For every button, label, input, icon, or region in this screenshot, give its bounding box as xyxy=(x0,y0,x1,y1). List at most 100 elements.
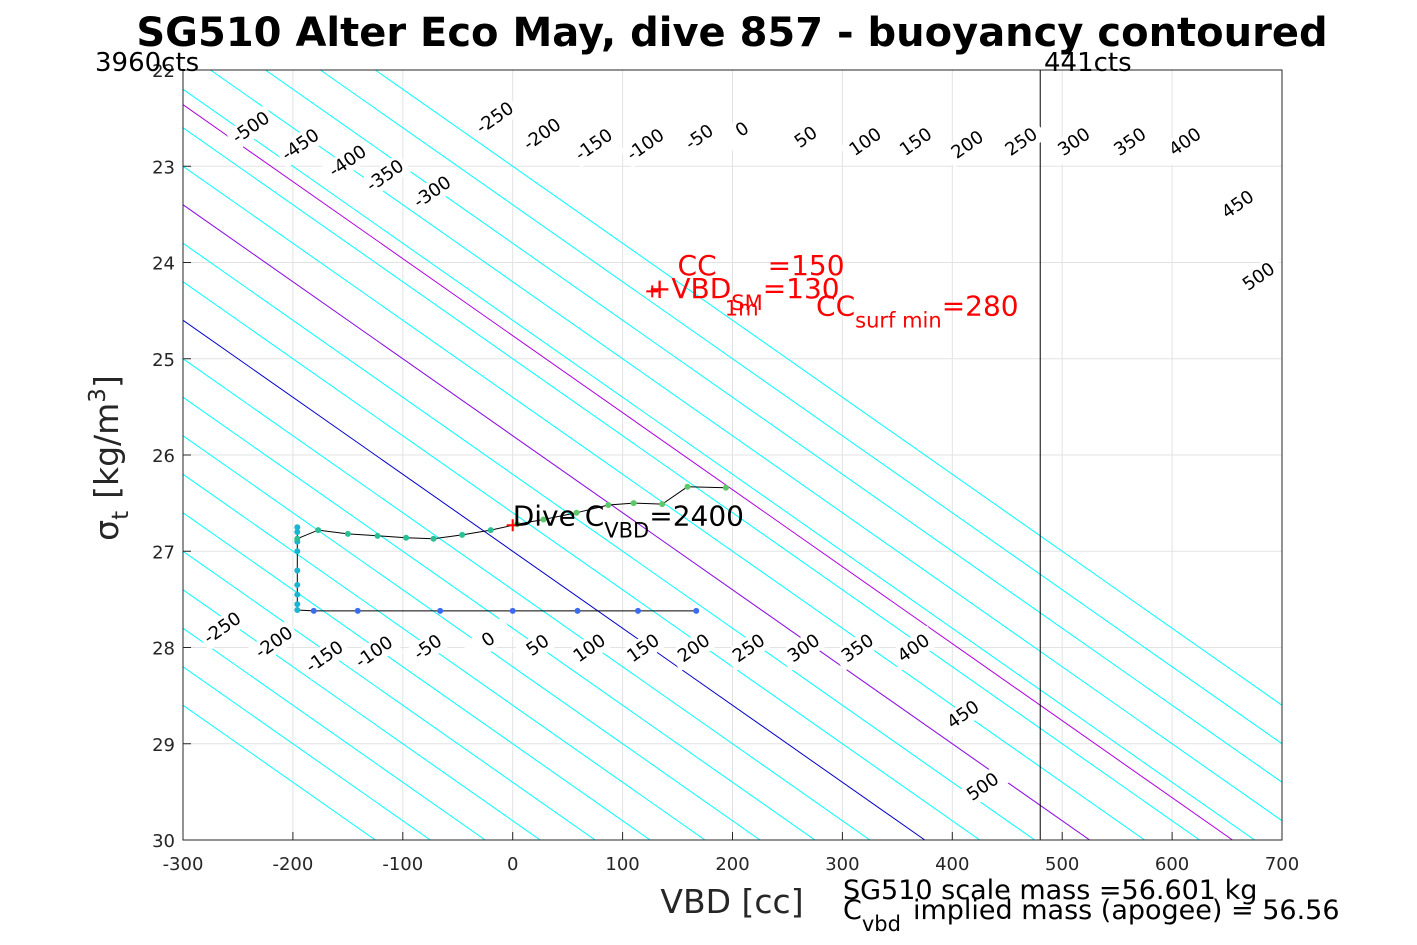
dive-point-8 xyxy=(294,601,301,608)
scale-mass-text: SG510 scale mass =56.601 kg xyxy=(843,875,1257,906)
contour-label-bg-upper-0 xyxy=(716,106,769,153)
contour-label-bg-lower--50 xyxy=(402,624,455,671)
climb-point-6 xyxy=(459,531,466,538)
y-label-sub: t xyxy=(108,511,134,520)
contour-line--200 xyxy=(183,473,706,840)
dive-point-7 xyxy=(294,606,301,613)
implied-mass-symbol: C xyxy=(843,895,862,926)
contour-label-bg-upper-200 xyxy=(941,122,994,168)
contour-label-bg-lower-50 xyxy=(512,622,564,669)
climb-point-5 xyxy=(430,535,437,542)
x-tick-label-9: 600 xyxy=(1155,854,1189,875)
dive-point-15 xyxy=(294,524,301,531)
climb-point-3 xyxy=(374,532,381,539)
contour-label-bg-lower-300 xyxy=(777,625,830,672)
contour-label-bg-lower-200 xyxy=(668,625,721,672)
one-m-label: 1m xyxy=(725,296,759,320)
x-tick-label-2: -100 xyxy=(382,854,423,875)
contour-label-bg-upper--400 xyxy=(321,138,374,185)
x-axis-label: VBD [cc] xyxy=(660,882,803,921)
contour-line--100 xyxy=(183,396,816,840)
cc-surf-min-annotation-sub: surf min xyxy=(855,308,942,332)
contour-label-bg-upper--500 xyxy=(225,104,278,151)
contour-line-300 xyxy=(183,88,1255,840)
contour-label-bg-lower--200 xyxy=(248,619,301,666)
contour-label-bg-upper--300 xyxy=(406,169,459,216)
climb-point-1 xyxy=(315,527,322,534)
contour-label-bg-lower-450 xyxy=(937,692,990,738)
cc-surf-min-annotation-label: CC xyxy=(816,289,855,322)
dive-cvbd-annotation-label: Dive C xyxy=(513,499,605,532)
contour-label-bg-lower--100 xyxy=(348,629,401,676)
contour-label-bg-upper-450 xyxy=(1212,181,1265,228)
contour-line--150 xyxy=(183,435,761,840)
contour-line-400 xyxy=(265,70,1282,783)
implied-mass-text: Cvbd implied mass (apogee) = 56.56 xyxy=(843,895,1340,936)
contour-line-0 xyxy=(183,319,926,840)
dive-point-10 xyxy=(294,581,301,588)
climb-point-7 xyxy=(487,527,494,534)
contour-line--250 xyxy=(183,512,651,840)
dive-point-3 xyxy=(509,607,516,614)
contour-line--350 xyxy=(183,589,541,840)
dive-point-14 xyxy=(294,529,301,535)
climb-point-4 xyxy=(403,534,410,541)
cc-surf-min-annotation: CCsurf min=280 xyxy=(816,289,1019,332)
contour-line--50 xyxy=(183,358,871,840)
contour-label-bg-lower--150 xyxy=(298,634,351,680)
cc-annotation: CC xyxy=(678,249,717,282)
y-tick-label-6: 28 xyxy=(152,639,175,660)
climb-point-11 xyxy=(605,502,612,509)
y-label-sup: 3 xyxy=(85,388,111,403)
y-tick-label-3: 25 xyxy=(152,350,175,371)
contour-label-bg-lower-350 xyxy=(831,625,884,672)
contour-label-bg-upper-50 xyxy=(780,114,833,161)
x-tick-label-7: 400 xyxy=(935,854,969,875)
dive-point-4 xyxy=(437,607,444,614)
dive-point-9 xyxy=(294,591,301,598)
contour-line-50 xyxy=(183,281,981,840)
dive-point-11 xyxy=(294,567,301,574)
dive-point-5 xyxy=(354,607,361,614)
contour-label-bg-upper--50 xyxy=(673,114,726,161)
x-tick-label-0: -300 xyxy=(163,854,204,875)
contour-line-450 xyxy=(320,70,1282,745)
contour-line--300 xyxy=(183,550,596,840)
dive-point-12 xyxy=(294,548,301,555)
counts-left-label: 3960cts xyxy=(95,48,199,78)
contour-label-bg-upper--350 xyxy=(359,153,412,199)
y-label-close: ] xyxy=(87,375,126,388)
x-tick-label-5: 200 xyxy=(715,854,749,875)
contour-label-bg-upper--100 xyxy=(619,122,672,168)
dive-point-0 xyxy=(693,607,700,614)
contour-label-bg-lower-150 xyxy=(617,625,670,672)
climb-point-2 xyxy=(344,530,351,537)
red-plus-marker-2 xyxy=(506,519,519,532)
contour-line--500 xyxy=(183,704,376,840)
contour-line--450 xyxy=(183,666,431,840)
x-tick-label-6: 300 xyxy=(825,854,859,875)
contour-label-bg-upper--450 xyxy=(274,122,327,168)
contour-label-bg-upper-400 xyxy=(1159,119,1212,165)
dive-point-1 xyxy=(634,607,641,614)
climb-point-14 xyxy=(684,483,691,490)
y-label-sigma: σ xyxy=(87,520,126,541)
dive-cvbd-annotation-sub: VBD xyxy=(604,518,649,542)
contour-label-bg-lower-500 xyxy=(957,764,1010,810)
contour-line-350 xyxy=(210,70,1282,822)
dive-cvbd-annotation-value: =2400 xyxy=(649,499,744,532)
climb-point-12 xyxy=(630,500,637,507)
contour-label-bg-upper-100 xyxy=(839,119,892,165)
contour-label-bg-upper--150 xyxy=(568,122,620,168)
contour-label-bg-upper-300 xyxy=(1048,119,1101,165)
contour-line-250 xyxy=(183,127,1200,840)
contour-label-bg-upper-500 xyxy=(1232,254,1285,300)
climb-point-15 xyxy=(722,484,729,491)
y-tick-label-1: 23 xyxy=(152,157,175,178)
vbd-sm-annotation-label: +VBD xyxy=(648,272,731,305)
contour-label-bg-upper--250 xyxy=(469,95,522,141)
implied-mass-sub: vbd xyxy=(862,912,901,936)
y-tick-label-8: 30 xyxy=(152,831,175,852)
contour-label-bg-upper-150 xyxy=(890,119,943,165)
contour-label-bg-lower-100 xyxy=(563,625,616,672)
